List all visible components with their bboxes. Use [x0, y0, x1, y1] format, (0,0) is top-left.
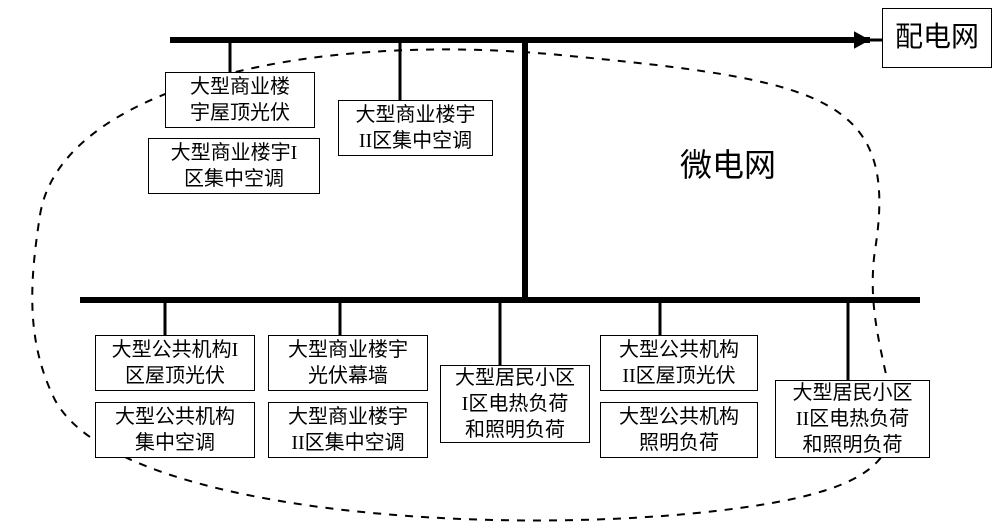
bottom-box-3: 大型商业楼宇 II区集中空调: [268, 402, 428, 458]
bottom-box-4: 大型居民小区 I区电热负荷 和照明负荷: [440, 365, 590, 443]
grid-box: 配电网: [882, 8, 992, 68]
top-box-2: 大型商业楼宇 II区集中空调: [338, 100, 493, 156]
bottom-box-5: 大型公共机构 II区屋顶光伏: [600, 335, 758, 391]
bottom-box-1: 大型公共机构 集中空调: [95, 402, 255, 458]
bottom-box-7: 大型居民小区 II区电热负荷 和照明负荷: [775, 380, 930, 458]
bottom-box-6: 大型公共机构 照明负荷: [600, 402, 758, 458]
top-box-0: 大型商业楼 宇屋顶光伏: [165, 72, 315, 128]
top-box-1: 大型商业楼宇I 区集中空调: [148, 138, 320, 194]
bottom-box-0: 大型公共机构I 区屋顶光伏: [95, 335, 255, 391]
microgrid-label: 微电网: [680, 140, 776, 186]
bottom-box-2: 大型商业楼宇 光伏幕墙: [268, 335, 428, 391]
